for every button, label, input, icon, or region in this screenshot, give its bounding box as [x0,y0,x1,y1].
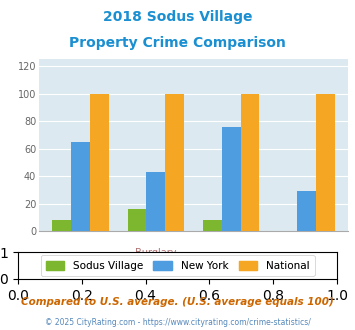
Text: Arson: Arson [293,253,321,263]
Text: 2018 Sodus Village: 2018 Sodus Village [103,10,252,24]
Bar [222,127,241,231]
Bar [316,94,335,231]
Bar [71,142,90,231]
Bar [165,94,184,231]
Bar [52,220,71,231]
Bar [146,172,165,231]
Bar [127,209,146,231]
Text: © 2025 CityRating.com - https://www.cityrating.com/crime-statistics/: © 2025 CityRating.com - https://www.city… [45,318,310,327]
Bar [297,191,316,231]
Text: Property Crime Comparison: Property Crime Comparison [69,36,286,50]
Text: Compared to U.S. average. (U.S. average equals 100): Compared to U.S. average. (U.S. average … [21,297,334,307]
Bar [203,220,222,231]
Text: Larceny & Theft: Larceny & Theft [117,260,195,270]
Text: Burglary: Burglary [135,248,176,258]
Text: All Property Crime: All Property Crime [36,253,125,263]
Legend: Sodus Village, New York, National: Sodus Village, New York, National [40,255,315,276]
Text: Motor Vehicle Theft: Motor Vehicle Theft [184,253,278,263]
Bar [241,94,260,231]
Bar [90,94,109,231]
